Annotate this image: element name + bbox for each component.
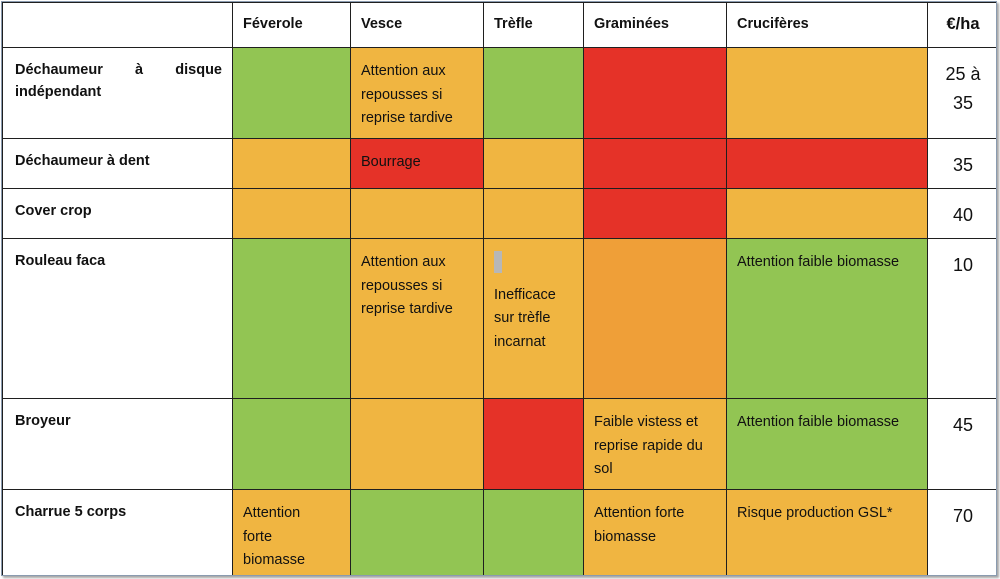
table-row: Déchaumeur à dent Bourrage 35 <box>2 138 996 189</box>
cell-text: reprise tardive <box>361 301 453 317</box>
cell-text: forte <box>243 528 273 545</box>
cell-text: repousses si <box>361 277 443 294</box>
cell-cruciferes: Attention faible biomasse <box>726 238 928 399</box>
cell-graminees <box>583 238 727 399</box>
row-label: Charrue 5 corps <box>2 489 233 575</box>
cell-graminees <box>583 138 727 189</box>
cell-vesce: Attention aux repousses si reprise tardi… <box>350 47 484 139</box>
cell-text: Faible vistess et <box>594 414 698 430</box>
table-row: Déchaumeur à disque indépendant Attentio… <box>2 47 996 139</box>
price-cell: 10 <box>927 238 996 399</box>
cell-text: reprise rapide du <box>594 437 703 454</box>
header-trefle: Trèfle <box>483 2 584 48</box>
header-graminees: Graminées <box>583 2 727 48</box>
cell-graminees: Faible vistess et reprise rapide du sol <box>583 398 727 490</box>
header-cruciferes: Crucifères <box>726 2 928 48</box>
row-label-word: à <box>135 62 144 78</box>
row-label-word: Déchaumeur <box>15 62 103 78</box>
cell-feverole <box>232 138 351 189</box>
price-cell: 35 <box>927 138 996 189</box>
table-row: Charrue 5 corps Attention forte biomasse… <box>2 489 996 575</box>
cell-text: sur trèfle <box>494 310 551 326</box>
row-label: Rouleau faca <box>2 238 233 399</box>
header-feverole: Féverole <box>232 2 351 48</box>
table-row: Broyeur Faible vistess et reprise rapide… <box>2 398 996 490</box>
cell-text: Attention aux <box>361 254 446 270</box>
row-label: Broyeur <box>2 398 233 490</box>
cell-text: sol <box>594 461 613 477</box>
cell-text: biomasse <box>243 552 306 568</box>
row-label-line: indépendant <box>15 84 102 100</box>
price-cell: 25 à 35 <box>927 47 996 139</box>
cell-text: Attention <box>243 505 301 521</box>
cell-trefle <box>483 138 584 189</box>
cell-vesce <box>350 188 484 239</box>
row-label-word: disque <box>175 62 222 78</box>
price-cell: 40 <box>927 188 996 239</box>
cell-cruciferes: Attention faible biomasse <box>726 398 928 490</box>
cell-trefle <box>483 188 584 239</box>
cell-vesce: Bourrage <box>350 138 484 189</box>
cell-vesce <box>350 489 484 575</box>
header-vesce: Vesce <box>350 2 484 48</box>
text-marker <box>494 251 502 273</box>
price-cell: 70 <box>927 489 996 575</box>
cell-vesce <box>350 398 484 490</box>
cell-text: repousses si <box>361 86 443 103</box>
cell-vesce: Attention aux repousses si reprise tardi… <box>350 238 484 399</box>
cell-trefle <box>483 47 584 139</box>
cell-feverole <box>232 47 351 139</box>
cell-text: Attention aux <box>361 63 446 79</box>
cell-trefle: Inefficace sur trèfle incarnat <box>483 238 584 399</box>
cell-text: reprise tardive <box>361 110 453 126</box>
cell-cruciferes <box>726 138 928 189</box>
price-cell: 45 <box>927 398 996 490</box>
cell-feverole <box>232 238 351 399</box>
header-corner <box>2 2 233 48</box>
cell-cruciferes <box>726 47 928 139</box>
row-label: Déchaumeur à dent <box>2 138 233 189</box>
cell-feverole <box>232 188 351 239</box>
cell-graminees: Attention forte biomasse <box>583 489 727 575</box>
table-row: Rouleau faca Attention aux repousses si … <box>2 238 996 399</box>
cell-feverole <box>232 398 351 490</box>
cell-trefle <box>483 398 584 490</box>
header-price: €/ha <box>927 2 996 48</box>
cell-text: Inefficace <box>494 286 556 303</box>
cell-trefle <box>483 489 584 575</box>
cell-graminees <box>583 188 727 239</box>
header-row: Féverole Vesce Trèfle Graminées Crucifèr… <box>2 2 996 48</box>
cell-text: incarnat <box>494 333 546 350</box>
table-row: Cover crop 40 <box>2 188 996 239</box>
price-line: 35 <box>952 93 974 113</box>
cell-graminees <box>583 47 727 139</box>
cell-feverole: Attention forte biomasse <box>232 489 351 575</box>
cell-cruciferes <box>726 188 928 239</box>
row-label: Déchaumeur à disque indépendant <box>2 47 233 139</box>
cell-text: biomasse <box>594 528 657 545</box>
price-line: 25 à <box>945 64 981 84</box>
row-label: Cover crop <box>2 188 233 239</box>
cell-cruciferes: Risque production GSL* <box>726 489 928 575</box>
cell-text: Attention forte <box>594 505 685 521</box>
